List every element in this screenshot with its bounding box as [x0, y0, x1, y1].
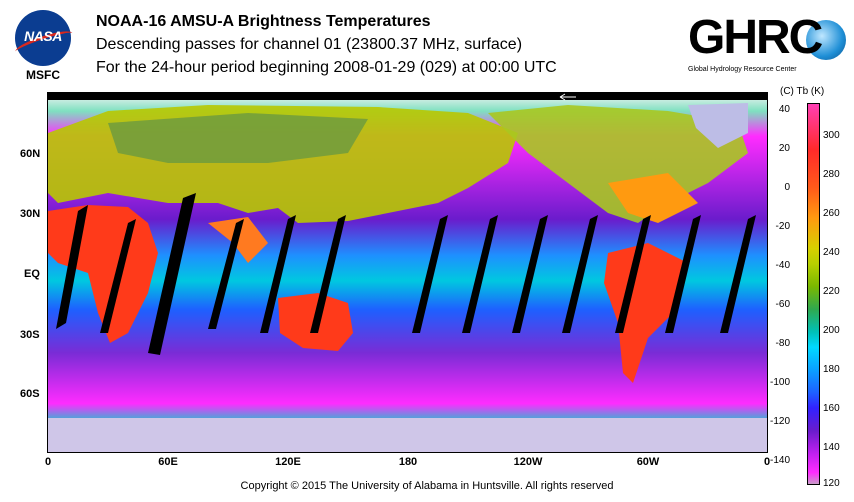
nasa-logo: NASA MSFC [12, 10, 76, 82]
nasa-logo-text: NASA [24, 28, 62, 44]
lat-label-eq: EQ [24, 268, 40, 280]
kelvin-tick: 240 [823, 247, 840, 258]
swath-gap [310, 215, 346, 333]
nasa-meatball-icon [15, 10, 71, 66]
celsius-tick: -60 [775, 299, 790, 310]
swath-gap [615, 215, 651, 333]
swath-gap [462, 215, 498, 333]
lon-label-60e: 60E [158, 456, 178, 468]
page-title: NOAA-16 AMSU-A Brightness Temperatures [96, 13, 431, 30]
swath-gap [512, 215, 548, 333]
swath-gap [56, 205, 88, 329]
swath-gap [148, 193, 196, 355]
copyright-notice: Copyright © 2015 The University of Alaba… [240, 480, 614, 492]
no-data-band-top [48, 93, 767, 100]
lon-label-60w: 60W [636, 456, 660, 468]
kelvin-tick: 280 [823, 169, 840, 180]
colorbar [807, 103, 820, 485]
kelvin-tick: 160 [823, 403, 840, 414]
celsius-tick: 0 [784, 182, 790, 193]
swath-gap [720, 215, 756, 333]
msfc-label: MSFC [26, 68, 60, 82]
celsius-tick: -140 [769, 455, 790, 466]
lon-label-180: 180 [398, 456, 418, 468]
kelvin-tick: 260 [823, 208, 840, 219]
scan-direction-arrow-icon [559, 93, 576, 101]
lon-label-0: 0 [44, 456, 52, 468]
ghrc-logo: GHRC Global Hydrology Resource Center [688, 10, 848, 78]
lon-label-120w: 120W [513, 456, 543, 468]
kelvin-tick: 180 [823, 364, 840, 375]
celsius-tick: -120 [769, 416, 790, 427]
map-graphic [48, 93, 767, 452]
antarctica-landmass [48, 418, 767, 452]
swath-gap [260, 215, 296, 333]
lat-label-60s: 60S [20, 388, 40, 400]
kelvin-tick: 140 [823, 442, 840, 453]
page-subtitle: Descending passes for channel 01 (23800.… [96, 36, 523, 53]
lat-label-60n: 60N [20, 148, 41, 160]
swath-gap [665, 215, 701, 333]
greenland-landmass [688, 103, 748, 148]
kelvin-tick: 120 [823, 478, 840, 489]
brightness-temperature-map [47, 92, 768, 453]
globe-icon [806, 20, 846, 60]
celsius-tick: -20 [775, 221, 790, 232]
ghrc-logo-subtitle: Global Hydrology Resource Center [688, 66, 797, 73]
celsius-tick: -100 [769, 377, 790, 388]
swath-gap [100, 219, 136, 333]
ghrc-logo-text: GHRC [688, 11, 823, 64]
lon-label-0-end: 0 [763, 456, 771, 468]
title-block: NOAA-16 AMSU-A Brightness Temperatures D… [96, 10, 557, 79]
lat-label-30s: 30S [20, 329, 40, 341]
swath-gap [208, 219, 244, 329]
lat-label-30n: 30N [20, 208, 41, 220]
swath-gap [562, 215, 598, 333]
siberia-region [108, 113, 368, 163]
swath-gap [412, 215, 448, 333]
lon-label-120e: 120E [275, 456, 301, 468]
colorbar-header: (C) Tb (K) [780, 86, 825, 97]
celsius-tick: -40 [775, 260, 790, 271]
time-period: For the 24-hour period beginning 2008-01… [96, 59, 557, 76]
kelvin-tick: 220 [823, 286, 840, 297]
swath-gaps [56, 193, 756, 355]
celsius-tick: 20 [778, 143, 790, 154]
celsius-tick: 40 [778, 104, 790, 115]
north-america-south-region [608, 173, 698, 223]
kelvin-tick: 300 [823, 130, 840, 141]
south-america-landmass [604, 243, 688, 383]
kelvin-tick: 200 [823, 325, 840, 336]
celsius-tick: -80 [775, 338, 790, 349]
